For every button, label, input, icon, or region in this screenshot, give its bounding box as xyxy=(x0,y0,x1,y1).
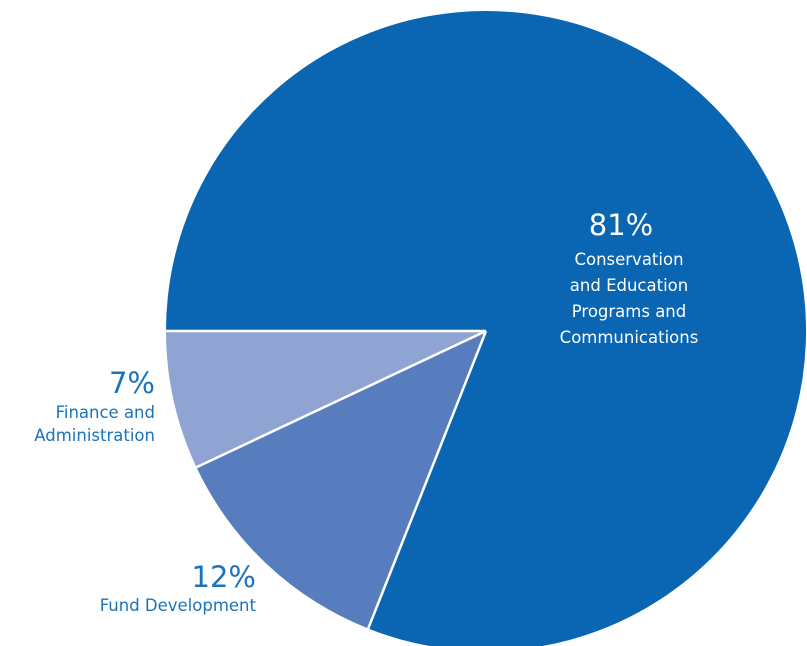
slice-label-conservation-line-2: and Education xyxy=(570,276,688,295)
slice-separators xyxy=(166,329,488,629)
slice-separator-2 xyxy=(195,329,487,469)
slice-percent-label-finance: 7% xyxy=(109,366,155,400)
slice-label-conservation-line-1: Conservation xyxy=(574,250,683,269)
pie-slices xyxy=(166,11,806,646)
slice-percent-label-fund-development: 12% xyxy=(192,560,256,594)
pie-slice-conservation xyxy=(166,11,806,646)
slice-label-conservation-line-4: Communications xyxy=(560,328,699,347)
slice-label-conservation-line-3: Programs and xyxy=(572,302,687,321)
slice-label-finance-line-1: Finance and xyxy=(56,403,155,422)
slice-percent-label-conservation: 81% xyxy=(589,208,653,242)
slice-label-fund-development-line-1: Fund Development xyxy=(100,596,257,615)
pie-slice-finance xyxy=(166,331,486,468)
slice-separator-1 xyxy=(367,330,488,629)
pie-slice-fund-development xyxy=(196,331,486,629)
slice-label-finance-line-2: Administration xyxy=(34,426,155,445)
